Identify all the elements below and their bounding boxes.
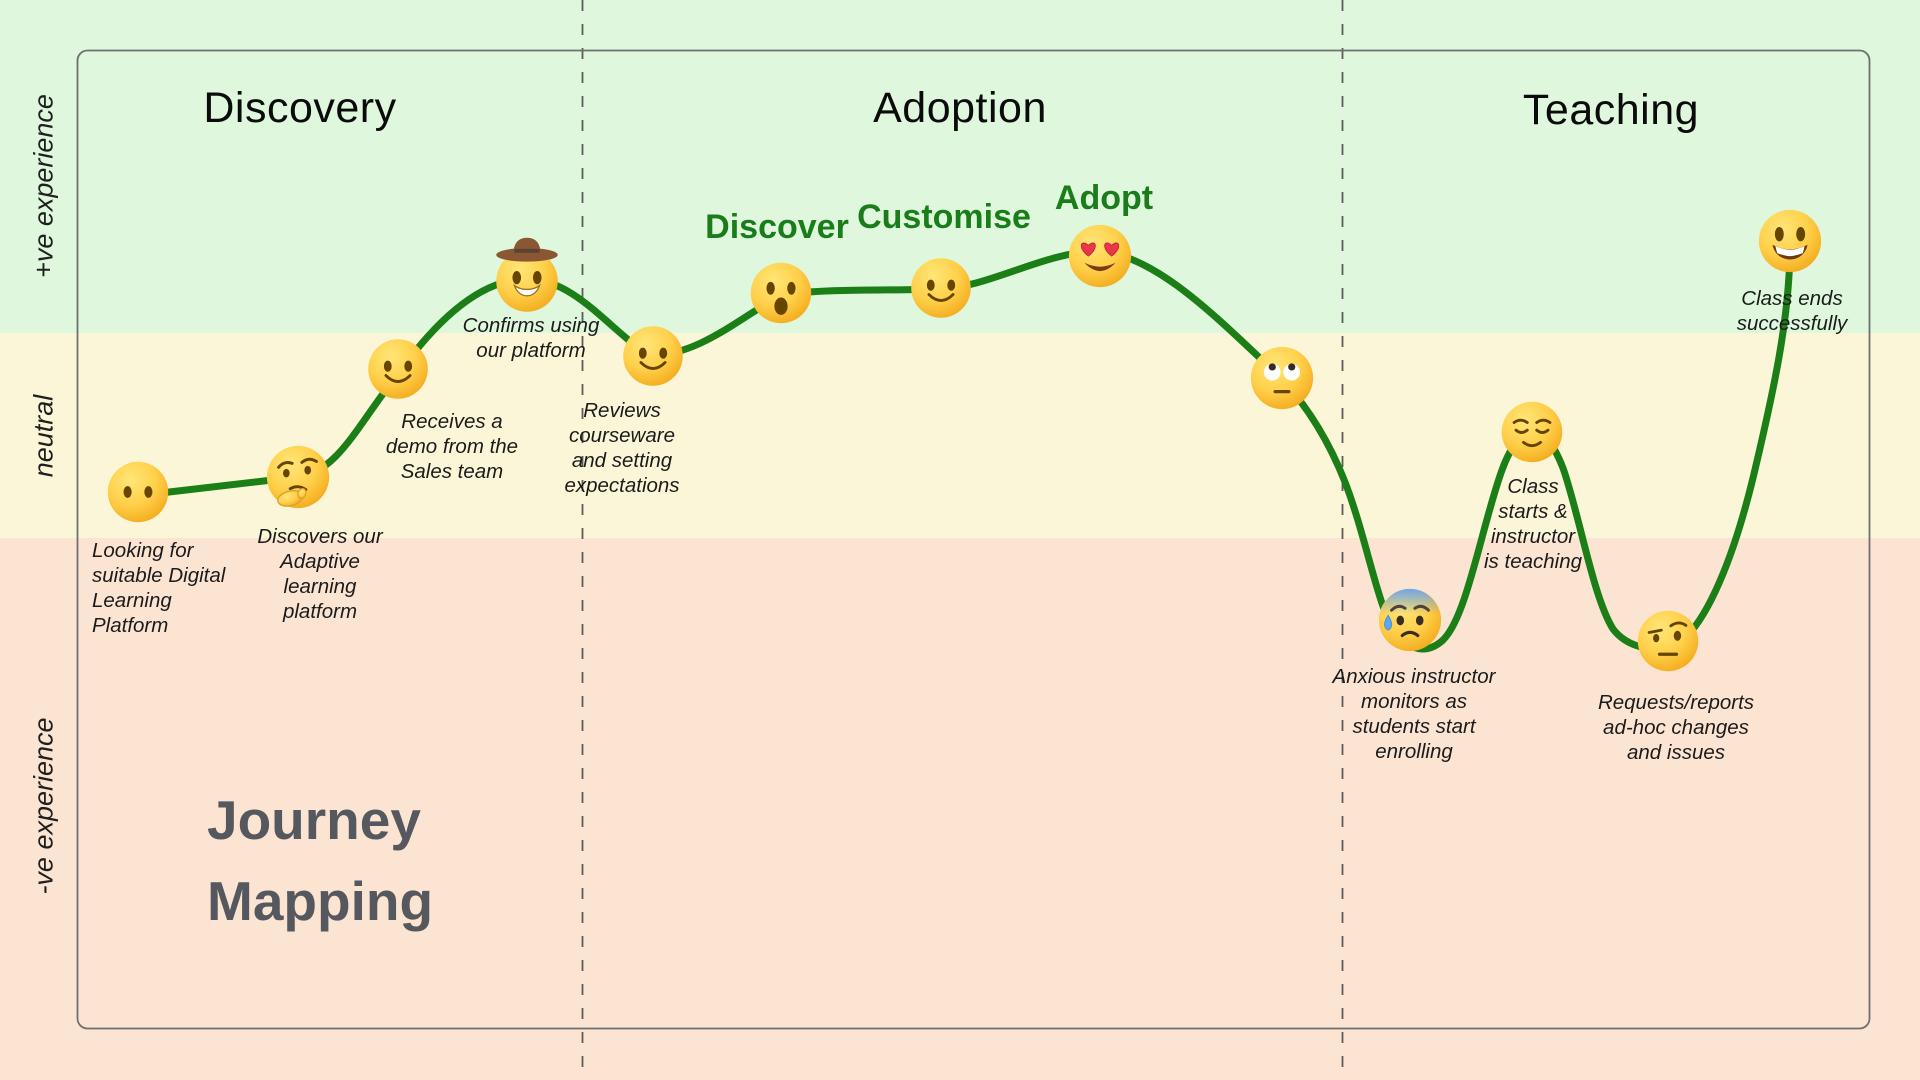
- anxious-face-with-sweat-icon: [1378, 588, 1442, 652]
- phase-heading-teaching: Teaching: [1522, 86, 1700, 134]
- journey-point-caption: Confirms using our platform: [462, 314, 600, 362]
- thinking-face-icon: [266, 445, 330, 509]
- phase-heading-adoption: Adoption: [873, 84, 1047, 132]
- axis-label-positive: +ve experience: [28, 94, 59, 278]
- face-with-open-mouth-icon: [750, 262, 812, 324]
- page-title-line-2: Mapping: [207, 869, 434, 932]
- face-with-raised-eyebrow-icon: [1637, 610, 1699, 672]
- journey-point-caption: Looking for suitable Digital Learning Pl…: [92, 539, 226, 637]
- journey-point-caption: Reviews courseware and setting expectati…: [564, 399, 680, 497]
- journey-point-caption: Anxious instructor monitors as students …: [1332, 665, 1496, 763]
- journey-point-caption: Class starts & instructor is teaching: [1483, 475, 1583, 573]
- grinning-face-with-big-eyes-icon: [1758, 209, 1822, 273]
- journey-point-caption: Class ends successfully: [1736, 287, 1848, 335]
- milestone-label-adopt: Adopt: [1054, 179, 1154, 217]
- slightly-smiling-face-icon: [911, 258, 971, 318]
- milestone-label-customise: Customise: [857, 198, 1031, 236]
- journey-point-caption: Receives a demo from the Sales team: [385, 410, 519, 483]
- page-title-line-1: Journey: [207, 789, 421, 851]
- milestone-label-discover: Discover: [705, 208, 849, 246]
- slightly-smiling-face-icon: [623, 326, 683, 386]
- journey-point-caption: Requests/reports ad-hoc changes and issu…: [1597, 691, 1755, 764]
- axis-label-neutral: neutral: [28, 394, 59, 478]
- cowboy-hat-face-icon: [496, 237, 558, 312]
- journey-point-caption: Discovers our Adaptive learning platform: [257, 525, 383, 623]
- chart-frame: [76, 49, 1871, 1030]
- phase-heading-discovery: Discovery: [203, 84, 397, 132]
- relieved-face-icon: [1501, 401, 1563, 463]
- face-with-rolling-eyes-icon: [1250, 346, 1314, 410]
- axis-label-negative: -ve experience: [28, 717, 59, 895]
- smiling-face-with-heart-eyes-icon: [1068, 224, 1132, 288]
- face-without-mouth-icon: [107, 461, 169, 523]
- slightly-smiling-face-icon: [368, 339, 428, 399]
- page-title: Journey Mapping: [207, 780, 433, 942]
- negative-experience-band: [0, 538, 1920, 1080]
- neutral-band: [0, 333, 1920, 538]
